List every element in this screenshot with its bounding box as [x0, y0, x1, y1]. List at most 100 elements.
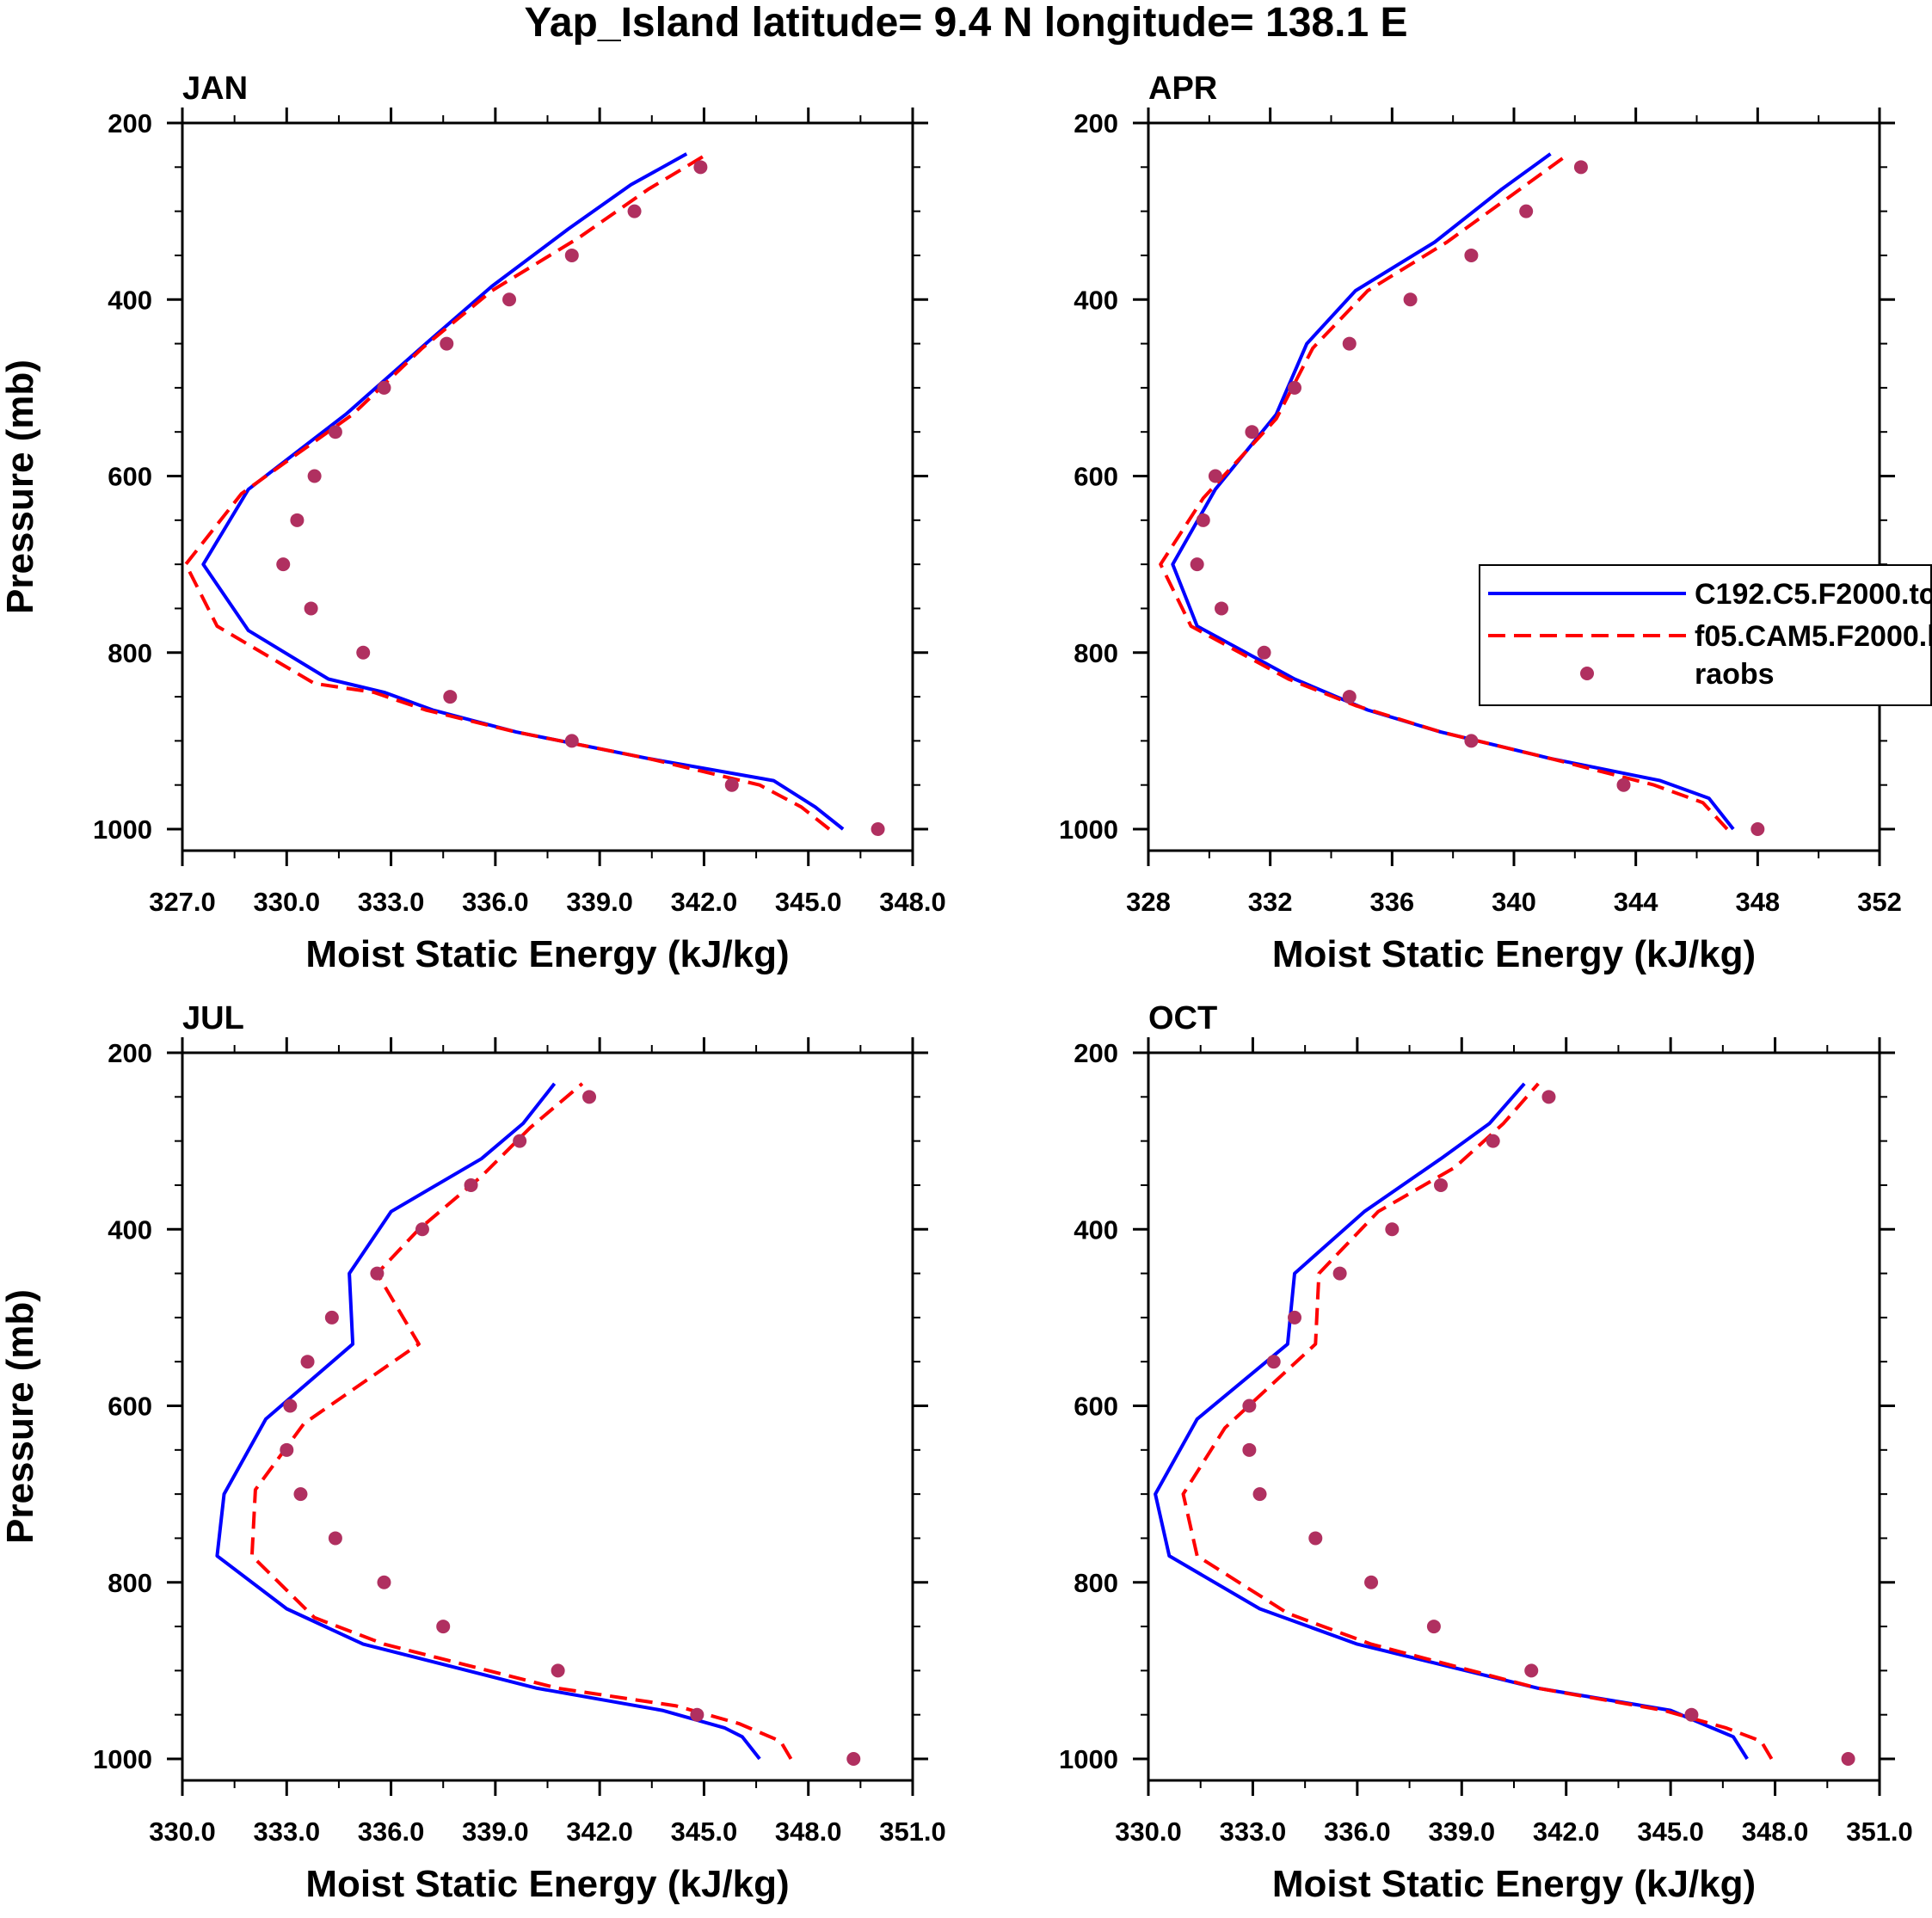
raobs-point — [324, 1310, 339, 1325]
raobs-point — [1684, 1707, 1699, 1722]
x-tick-label: 330.0 — [149, 1817, 216, 1847]
y-tick-label: 1000 — [1059, 1744, 1118, 1774]
y-tick-label: 400 — [1074, 1214, 1118, 1245]
series-line-c192 — [201, 152, 845, 831]
raobs-point — [436, 1620, 451, 1634]
raobs-point — [693, 160, 708, 175]
x-tick-label: 339.0 — [566, 887, 633, 917]
raobs-point — [370, 1266, 385, 1281]
x-tick-label: 333.0 — [253, 1817, 320, 1847]
raobs-point — [1464, 734, 1479, 748]
raobs-point — [1266, 1355, 1281, 1369]
raobs-point — [1342, 690, 1357, 704]
raobs-point — [1750, 822, 1765, 836]
raobs-point — [513, 1134, 527, 1148]
figure-title: Yap_Island latitude= 9.4 N longitude= 13… — [524, 0, 1407, 46]
raobs-point — [1288, 1310, 1301, 1325]
x-tick-label: 348.0 — [879, 887, 946, 917]
y-tick-label: 400 — [108, 1214, 152, 1245]
raobs-point — [1196, 513, 1210, 527]
raobs-point — [1573, 160, 1588, 175]
x-tick-label: 332 — [1248, 887, 1293, 917]
raobs-point — [1403, 292, 1418, 307]
y-tick-label: 1000 — [1059, 815, 1118, 845]
raobs-point — [1541, 1090, 1556, 1104]
raobs-point — [627, 204, 642, 218]
x-tick-label: 327.0 — [149, 887, 216, 917]
x-tick-label: 352 — [1857, 887, 1902, 917]
raobs-point — [300, 1355, 315, 1369]
raobs-point — [1252, 1487, 1267, 1502]
raobs-point — [415, 1222, 429, 1237]
y-tick-label: 600 — [1074, 462, 1118, 492]
raobs-point — [1242, 1399, 1257, 1413]
x-tick-label: 330.0 — [1115, 1817, 1182, 1847]
raobs-point — [1242, 1442, 1257, 1457]
x-tick-label: 342.0 — [566, 1817, 633, 1847]
raobs-point — [440, 336, 454, 351]
raobs-point — [1308, 1531, 1323, 1546]
x-tick-label: 330.0 — [253, 887, 320, 917]
plot-frame — [1147, 1051, 1881, 1782]
raobs-point — [356, 645, 371, 660]
raobs-point — [690, 1707, 705, 1722]
raobs-point — [582, 1090, 597, 1104]
x-tick-label: 345.0 — [1637, 1817, 1704, 1847]
x-tick-label: 351.0 — [879, 1817, 946, 1847]
raobs-point — [871, 822, 885, 836]
raobs-point — [1524, 1663, 1539, 1678]
y-axis-title: Pressure (mb) — [0, 360, 41, 614]
panel-jan: JAN 327.0 330.0 333.0 336.0 339.0 342.0 345.0 34… — [0, 71, 946, 975]
x-tick-label: 336.0 — [1324, 1817, 1391, 1847]
x-tick-label: 345.0 — [775, 887, 842, 917]
x-tick-label: 328 — [1126, 887, 1171, 917]
raobs-point — [551, 1663, 565, 1678]
legend-box — [1479, 564, 1932, 706]
raobs-point — [1519, 204, 1534, 218]
panel-oct: OCT 330.0 333.0 336.0 339.0 342.0 345.0 348.0 35… — [1059, 1000, 1913, 1905]
x-axis-title: Moist Static Energy (kJ/kg) — [305, 933, 789, 975]
raobs-point — [1190, 557, 1204, 572]
raobs-point — [1364, 1575, 1379, 1589]
raobs-point — [1464, 248, 1479, 262]
legend: C192.C5.F2000.tc20 f05.CAM5.F2000.k01 raob… — [1479, 564, 1932, 706]
raobs-point — [1208, 469, 1222, 483]
raobs-point — [443, 690, 458, 704]
y-tick-label: 200 — [1074, 108, 1118, 138]
x-tick-label: 339.0 — [462, 1817, 529, 1847]
y-axis-title: Pressure (mb) — [0, 1289, 41, 1544]
raobs-point — [328, 425, 342, 440]
raobs-point — [1434, 1177, 1448, 1192]
plot-frame — [181, 1051, 914, 1782]
raobs-point — [1841, 1752, 1855, 1766]
raobs-point — [1288, 380, 1301, 395]
series-line-cam5 — [249, 1082, 793, 1761]
raobs-point — [280, 1442, 294, 1457]
raobs-point — [307, 469, 322, 483]
y-tick-label: 600 — [1074, 1392, 1118, 1422]
y-tick-label: 600 — [108, 462, 152, 492]
x-tick-label: 344 — [1614, 887, 1658, 917]
x-tick-label: 340 — [1492, 887, 1536, 917]
y-tick-label: 200 — [108, 1038, 152, 1068]
x-tick-label: 339.0 — [1428, 1817, 1495, 1847]
plot-frame — [181, 121, 914, 852]
raobs-point — [1426, 1620, 1441, 1634]
y-tick-label: 200 — [1074, 1038, 1118, 1068]
y-tick-label: 800 — [1074, 1568, 1118, 1598]
x-axis-title: Moist Static Energy (kJ/kg) — [305, 1863, 789, 1905]
series-line-cam5 — [1181, 1082, 1774, 1761]
raobs-point — [1257, 645, 1271, 660]
series-line-cam5 — [1159, 152, 1729, 831]
series-line-c192 — [215, 1082, 761, 1761]
panel-title: JAN — [182, 71, 248, 107]
x-axis-title: Moist Static Energy (kJ/kg) — [1272, 933, 1756, 975]
panel-title: APR — [1148, 71, 1217, 107]
x-tick-label: 336 — [1369, 887, 1414, 917]
y-tick-label: 200 — [108, 108, 152, 138]
raobs-point — [377, 1575, 391, 1589]
raobs-point — [564, 248, 579, 262]
raobs-point — [1616, 778, 1631, 792]
x-tick-label: 342.0 — [1533, 1817, 1600, 1847]
y-tick-label: 800 — [108, 638, 152, 668]
